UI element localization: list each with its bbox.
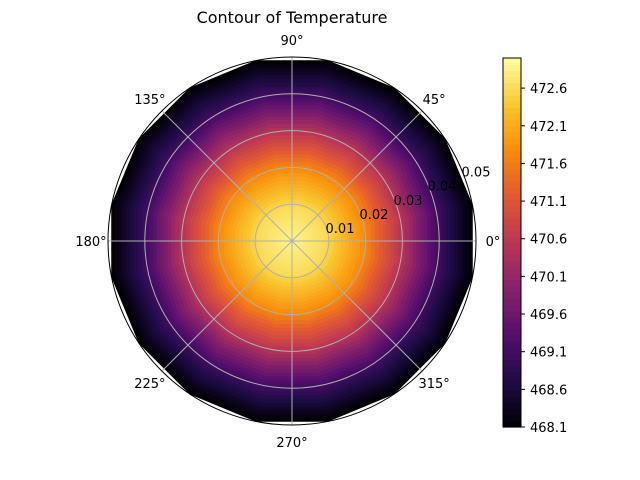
colorbar-segment [503, 334, 521, 342]
colorbar-segment [503, 131, 521, 139]
colorbar-segment [503, 260, 521, 268]
colorbar-segment [503, 150, 521, 157]
colorbar-tick-label: 469.6 [530, 308, 567, 323]
colorbar-segment [503, 119, 521, 127]
colorbar-tick-label: 468.1 [530, 421, 567, 436]
colorbar-segment [503, 236, 521, 244]
colorbar-segment [503, 174, 521, 182]
colorbar-segment [503, 88, 521, 96]
colorbar-segment [503, 414, 521, 422]
colorbar-segment [503, 58, 521, 65]
theta-tick-labels: 0° 45° 90° 135° 180° 225° 270° 315° [75, 34, 500, 451]
r-tick-label: 0.04 [428, 180, 457, 195]
colorbar-segment [503, 304, 521, 311]
colorbar-segment [503, 390, 521, 397]
colorbar-segment [503, 359, 521, 367]
r-tick-label: 0.05 [462, 166, 491, 181]
colorbar-segment [503, 217, 521, 225]
colorbar-segment [503, 353, 521, 360]
colorbar-segment [503, 267, 521, 274]
colorbar-segment [503, 211, 521, 219]
colorbar-segment [503, 156, 521, 164]
colorbar-segment [503, 70, 521, 78]
colorbar-segment [503, 113, 521, 121]
colorbar-segment [503, 187, 521, 194]
theta-grid-line [291, 240, 423, 372]
colorbar-segment [503, 310, 521, 317]
colorbar-segment [503, 365, 521, 373]
colorbar-segment [503, 76, 521, 84]
colorbar-tick-label: 468.6 [530, 383, 567, 398]
colorbar-segment [503, 340, 521, 348]
colorbar-segment [503, 137, 521, 145]
theta-tick-label: 45° [423, 93, 446, 108]
colorbar-segment [503, 291, 521, 299]
colorbar-segment [503, 383, 521, 391]
colorbar-segment [503, 322, 521, 330]
theta-grid-line [291, 110, 423, 242]
colorbar-segment [503, 254, 521, 262]
theta-tick-label: 0° [486, 235, 501, 250]
polar-grid [108, 57, 476, 425]
theta-tick-label: 270° [276, 436, 307, 451]
colorbar-segment [503, 420, 521, 428]
colorbar-tick-label: 470.6 [530, 233, 567, 248]
colorbar-segment [503, 94, 521, 102]
colorbar-segment [503, 328, 521, 336]
colorbar-segment [503, 402, 521, 410]
colorbar-segment [503, 144, 521, 151]
colorbar-segment [503, 285, 521, 293]
colorbar-segment [503, 273, 521, 280]
theta-tick-label: 315° [418, 377, 449, 392]
colorbar-segment [503, 107, 521, 114]
r-tick-label: 0.01 [326, 222, 355, 237]
colorbar-tick-label: 472.6 [530, 82, 567, 97]
colorbar-tick-label: 471.1 [530, 195, 567, 210]
colorbar-segment [503, 316, 521, 324]
colorbar-segment [503, 248, 521, 256]
theta-grid-line [161, 110, 293, 242]
colorbar-segment [503, 64, 521, 71]
radial-tick-labels: 0.01 0.02 0.03 0.04 0.05 [326, 166, 491, 237]
colorbar-segment [503, 125, 521, 133]
colorbar-tick-label: 471.6 [530, 157, 567, 172]
colorbar-segment [503, 205, 521, 213]
colorbar: 468.1 468.6 469.1 469.6 470.1 470.6 471.1 471.6… [502, 57, 567, 436]
colorbar-segment [503, 371, 521, 379]
theta-tick-label: 90° [280, 34, 303, 49]
colorbar-segment [503, 377, 521, 385]
theta-tick-label: 180° [75, 235, 106, 250]
colorbar-segment [503, 230, 521, 237]
colorbar-segment [503, 199, 521, 207]
r-tick-label: 0.02 [360, 208, 389, 223]
r-tick-label: 0.03 [394, 194, 423, 209]
theta-grid-line [161, 240, 293, 372]
colorbar-segment [503, 193, 521, 201]
colorbar-tick-label: 470.1 [530, 270, 567, 285]
colorbar-segment [503, 101, 521, 108]
colorbar-tick-label: 469.1 [530, 346, 567, 361]
theta-tick-label: 135° [134, 93, 165, 108]
colorbar-segment [503, 408, 521, 416]
chart-title: Contour of Temperature [197, 8, 388, 27]
colorbar-segment [503, 396, 521, 403]
polar-frame [107, 56, 477, 426]
colorbar-segment [503, 181, 521, 188]
colorbar-segment [503, 279, 521, 287]
colorbar-segment [503, 224, 521, 231]
colorbar-segment [503, 347, 521, 354]
theta-tick-label: 225° [134, 377, 165, 392]
colorbar-segment [503, 162, 521, 170]
colorbar-segment [503, 168, 521, 176]
colorbar-segment [503, 242, 521, 250]
colorbar-frame [502, 57, 522, 428]
colorbar-segment [503, 297, 521, 305]
colorbar-tick-label: 472.1 [530, 120, 567, 135]
colorbar-segment [503, 82, 521, 90]
